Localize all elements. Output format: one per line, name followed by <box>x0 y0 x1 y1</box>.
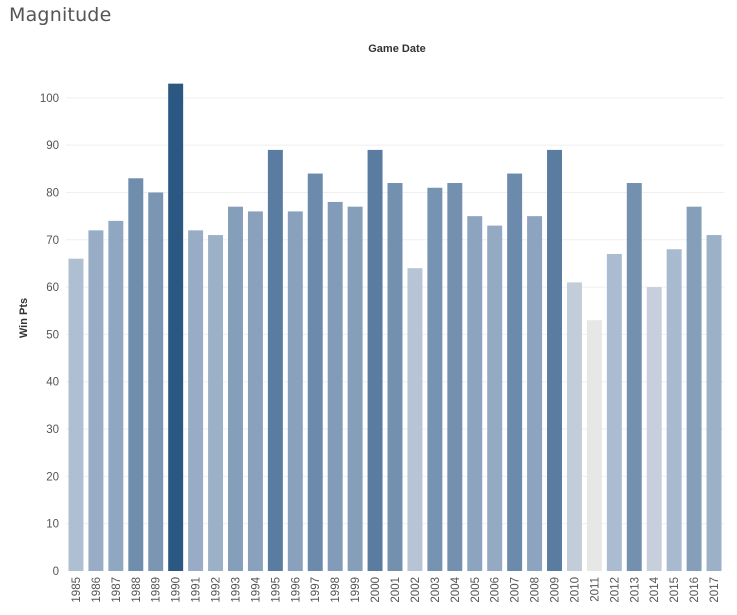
x-tick-label: 2007 <box>510 577 522 603</box>
bar-2004[interactable] <box>447 183 463 571</box>
bar-1996[interactable] <box>287 211 303 571</box>
x-tick-label: 2012 <box>609 577 621 603</box>
x-tick-label: 2014 <box>649 576 661 602</box>
x-tick-label: 2011 <box>589 577 601 602</box>
y-tick-label: 80 <box>46 187 59 199</box>
bar-1994[interactable] <box>247 211 263 571</box>
bar-1998[interactable] <box>327 201 343 571</box>
bar-1993[interactable] <box>228 206 243 572</box>
bar-2002[interactable] <box>407 268 423 571</box>
bar-2005[interactable] <box>467 216 483 571</box>
chart-title: Game Date <box>368 43 425 55</box>
y-tick-label: 50 <box>46 329 59 341</box>
x-tick-label: 1987 <box>111 577 123 603</box>
x-tick-label: 2001 <box>390 577 402 603</box>
bar-1986[interactable] <box>88 230 104 572</box>
y-tick-label: 100 <box>40 93 59 105</box>
x-tick-label: 2000 <box>370 577 382 603</box>
y-tick-label: 70 <box>46 235 59 247</box>
x-tick-label: 1995 <box>270 577 282 603</box>
y-tick-label: 40 <box>46 377 59 389</box>
bar-2001[interactable] <box>387 183 403 571</box>
bar-1992[interactable] <box>208 235 224 571</box>
x-tick-label: 2008 <box>530 577 542 603</box>
bar-2009[interactable] <box>547 149 562 572</box>
bar-2014[interactable] <box>646 287 662 571</box>
bar-2007[interactable] <box>507 173 523 572</box>
x-tick-label: 2009 <box>550 577 562 603</box>
bar-1997[interactable] <box>307 173 323 572</box>
x-tick-label: 2013 <box>629 577 641 603</box>
bar-1995[interactable] <box>267 149 283 572</box>
bar-1991[interactable] <box>188 230 204 572</box>
x-tick-label: 1989 <box>151 577 163 603</box>
x-tick-label: 1993 <box>230 577 242 603</box>
x-tick-label: 2006 <box>490 577 502 603</box>
bar-1999[interactable] <box>347 206 363 572</box>
x-tick-label: 1999 <box>350 577 362 603</box>
x-tick-label: 2004 <box>450 576 462 602</box>
x-tick-label: 2002 <box>410 577 422 603</box>
x-axis-ticks: 1985 1986 1987 1988 1989 1990 1991 1992 1993 1994… <box>71 576 721 602</box>
bar-2012[interactable] <box>606 253 622 572</box>
x-tick-label: 2016 <box>689 577 701 603</box>
bars <box>68 83 722 572</box>
y-tick-label: 60 <box>46 282 59 294</box>
bar-1985[interactable] <box>68 258 84 571</box>
x-tick-label: 2005 <box>470 577 482 603</box>
x-tick-label: 2017 <box>709 577 721 603</box>
x-tick-label: 1994 <box>250 576 262 602</box>
y-tick-label: 10 <box>46 519 59 531</box>
bar-2008[interactable] <box>527 216 543 571</box>
bar-2017[interactable] <box>706 235 722 571</box>
y-axis-ticks: 0 10 20 30 40 50 60 70 80 90 100 <box>40 93 59 578</box>
y-tick-label: 30 <box>46 424 59 436</box>
bar-1990[interactable] <box>168 83 184 571</box>
x-tick-label: 1990 <box>171 577 183 603</box>
bar-2010[interactable] <box>566 282 582 571</box>
bar-2006[interactable] <box>487 225 503 571</box>
bar-2000[interactable] <box>367 149 383 572</box>
bar-1989[interactable] <box>148 192 164 571</box>
bar-2016[interactable] <box>686 206 702 572</box>
y-tick-label: 90 <box>46 140 59 152</box>
x-tick-label: 2010 <box>569 577 581 603</box>
y-tick-label: 0 <box>53 566 59 578</box>
x-tick-label: 1986 <box>91 577 103 603</box>
x-tick-label: 1985 <box>71 577 83 603</box>
x-tick-label: 2015 <box>669 577 681 603</box>
x-tick-label: 1991 <box>191 577 203 603</box>
x-tick-label: 1992 <box>211 577 223 603</box>
y-axis-label: Win Pts <box>18 298 30 338</box>
bar-2013[interactable] <box>626 183 642 571</box>
x-tick-label: 2003 <box>430 577 442 603</box>
bar-1988[interactable] <box>128 178 144 571</box>
x-tick-label: 1996 <box>290 577 302 603</box>
bar-2011[interactable] <box>586 320 602 571</box>
bar-2015[interactable] <box>666 249 682 571</box>
x-tick-label: 1988 <box>131 577 143 603</box>
x-tick-label: 1997 <box>310 577 322 603</box>
page-title: Magnitude <box>9 4 112 26</box>
x-tick-label: 1998 <box>330 577 342 603</box>
bar-1987[interactable] <box>108 220 124 572</box>
bar-2003[interactable] <box>427 187 443 571</box>
y-tick-label: 20 <box>46 471 59 483</box>
